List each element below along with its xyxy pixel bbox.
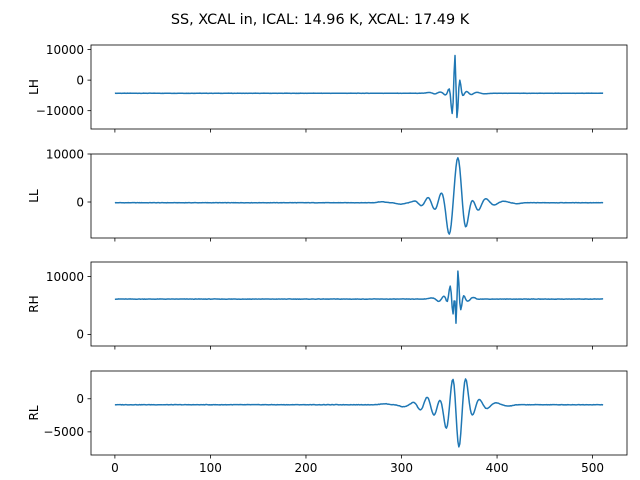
series-line-ll bbox=[114, 157, 604, 235]
y-tick-label: 0 bbox=[76, 328, 84, 342]
y-tick-label: 0 bbox=[76, 73, 84, 87]
subplot-ll: 0 10000 LL bbox=[27, 147, 628, 242]
subplot-lh: −10000 0 10000 LH bbox=[27, 43, 628, 133]
figure-title: SS, XCAL in, ICAL: 14.96 K, XCAL: 17.49 … bbox=[171, 12, 470, 28]
y-axis-label: LL bbox=[27, 189, 41, 203]
axes-frame bbox=[90, 44, 628, 130]
x-tick-label: 400 bbox=[486, 461, 509, 475]
y-tick-label: 10000 bbox=[46, 147, 84, 161]
series-line-lh bbox=[114, 54, 604, 119]
x-tick-label: 500 bbox=[581, 461, 604, 475]
axes-frame bbox=[90, 261, 628, 347]
y-tick-label: −10000 bbox=[36, 104, 84, 118]
y-tick-label: 0 bbox=[76, 392, 84, 406]
y-tick-label: 10000 bbox=[46, 270, 84, 284]
subplot-rh: 0 10000 RH bbox=[27, 261, 628, 350]
x-tick-label: 0 bbox=[111, 461, 119, 475]
x-tick-label: 100 bbox=[199, 461, 222, 475]
y-axis-label: RL bbox=[27, 405, 41, 420]
x-tick-label: 200 bbox=[295, 461, 318, 475]
series-line-rh bbox=[114, 270, 604, 325]
subplot-rl: −5000 0 0 100 200 300 400 500 RL bbox=[27, 370, 628, 475]
axes-frame bbox=[90, 370, 628, 456]
y-axis-label: RH bbox=[27, 295, 41, 312]
y-tick-label: 0 bbox=[76, 195, 84, 209]
axes-frame bbox=[90, 153, 628, 239]
x-tick-label: 300 bbox=[390, 461, 413, 475]
series-line-rl bbox=[114, 378, 604, 448]
y-tick-label: 10000 bbox=[46, 43, 84, 57]
y-axis-label: LH bbox=[27, 79, 41, 95]
y-tick-label: −5000 bbox=[43, 425, 84, 439]
